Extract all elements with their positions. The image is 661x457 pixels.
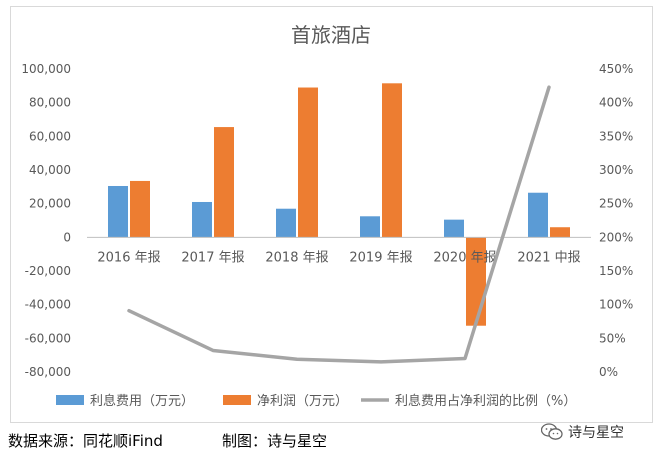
bar-interest-4 — [444, 219, 464, 238]
right-tick-label-5: 200% — [599, 230, 633, 244]
right-tick-label-1: 400% — [599, 96, 633, 110]
left-tick-label-9: -80,000 — [25, 365, 71, 379]
left-tick-label-1: 80,000 — [29, 96, 71, 110]
maker-text: 制图：诗与星空 — [222, 432, 328, 450]
bar-netprofit-1 — [214, 127, 234, 238]
right-axis-ticks: 450% 400% 350% 300% 250% 200% 150% 100% 50% 0% — [599, 62, 633, 379]
left-tick-label-3: 40,000 — [29, 163, 71, 177]
right-tick-label-6: 150% — [599, 264, 633, 278]
wechat-icon — [541, 423, 563, 440]
bar-interest-3 — [360, 216, 380, 238]
category-label-2: 2018 年报 — [265, 250, 328, 265]
right-tick-label-2: 350% — [599, 129, 633, 143]
bar-interest-1 — [192, 201, 212, 238]
category-label-1: 2017 年报 — [181, 250, 244, 265]
left-tick-label-6: -20,000 — [25, 264, 71, 278]
right-tick-label-9: 0% — [599, 365, 618, 379]
left-tick-label-0: 100,000 — [21, 62, 71, 76]
right-tick-label-4: 250% — [599, 197, 633, 211]
bar-netprofit-2 — [298, 87, 318, 238]
line-layer — [127, 85, 551, 364]
bar-interest-2 — [276, 208, 296, 238]
left-tick-label-7: -40,000 — [25, 298, 71, 312]
legend-swatch-1 — [223, 395, 251, 405]
legend-swatch-0 — [56, 395, 84, 405]
legend-label-0: 利息费用（万元） — [90, 393, 194, 409]
bar-netprofit-0 — [130, 180, 150, 238]
chart: 首旅酒店 2016 年报 2017 年报 2018 年报 2019 年报 2020 年报… — [21, 23, 633, 409]
watermark-text: 诗与星空 — [568, 425, 624, 441]
category-labels: 2016 年报 2017 年报 2018 年报 2019 年报 2020 年报 2021 … — [97, 250, 580, 265]
right-tick-label-8: 50% — [599, 331, 626, 345]
bar-interest-5 — [528, 192, 548, 238]
left-tick-label-8: -60,000 — [25, 331, 71, 345]
legend: 利息费用（万元） 净利润（万元） 利息费用占净利润的比例（%） — [56, 393, 576, 409]
chart-frame: 首旅酒店 2016 年报 2017 年报 2018 年报 2019 年报 2020 年报… — [10, 6, 653, 423]
bar-interest-0 — [108, 185, 128, 238]
bar-netprofit-3 — [382, 83, 402, 238]
right-tick-label-0: 450% — [599, 62, 633, 76]
legend-label-2: 利息费用占净利润的比例（%） — [395, 393, 576, 409]
legend-label-1: 净利润（万元） — [257, 394, 348, 409]
right-tick-label-7: 100% — [599, 298, 633, 312]
watermark: 诗与星空 — [541, 420, 624, 444]
right-tick-label-3: 300% — [599, 163, 633, 177]
left-tick-label-4: 20,000 — [29, 197, 71, 211]
ratio-line — [127, 85, 551, 364]
left-tick-label-5: 0 — [63, 230, 71, 244]
left-axis-ticks: 100,000 80,000 60,000 40,000 20,000 0 -20,000 -… — [21, 62, 71, 379]
category-label-3: 2019 年报 — [349, 250, 412, 265]
bar-netprofit-5 — [550, 227, 570, 238]
category-label-0: 2016 年报 — [97, 250, 160, 265]
chart-title: 首旅酒店 — [291, 23, 371, 47]
left-tick-label-2: 60,000 — [29, 129, 71, 143]
category-label-4: 2020 年报 — [433, 250, 496, 265]
source-text: 数据来源：同花顺iFind — [8, 432, 163, 450]
category-label-5: 2021 中报 — [517, 250, 580, 265]
bars-layer — [108, 83, 570, 326]
